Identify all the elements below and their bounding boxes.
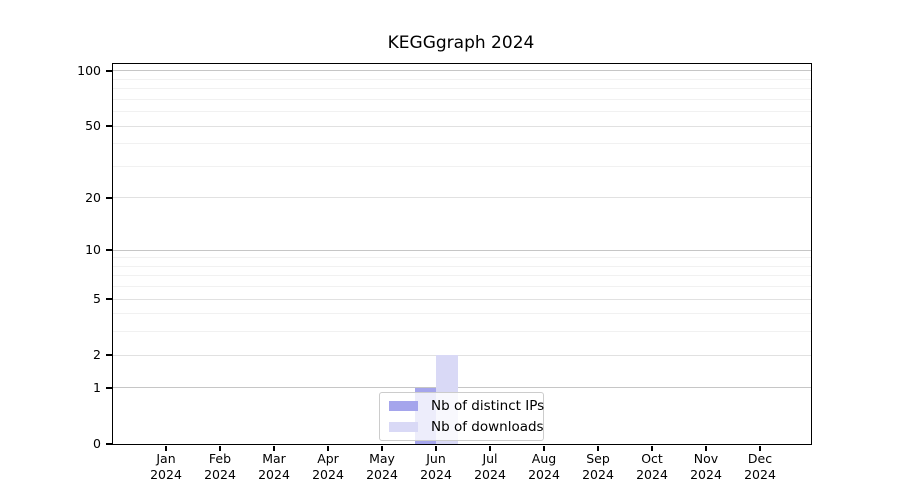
x-tick-label: Apr 2024: [312, 451, 344, 482]
y-tick-label: 2: [93, 347, 101, 363]
y-tick-label: 50: [85, 118, 101, 134]
x-tick-mark: [219, 445, 221, 451]
y-tick-label: 10: [85, 242, 101, 258]
x-tick-label: Aug 2024: [528, 451, 560, 482]
y-tick-label: 20: [85, 189, 101, 205]
gridline-minor: [113, 165, 811, 167]
x-tick-mark: [165, 445, 167, 451]
x-tick-mark: [327, 445, 329, 451]
legend-entry-downloads: Nb of downloads: [389, 419, 544, 436]
legend-swatch-distinct-ips: [389, 401, 418, 411]
x-tick-label: Jan 2024: [150, 451, 182, 482]
gridline-major: [113, 125, 811, 127]
y-tick-label: 0: [93, 436, 101, 451]
y-tick-label: 5: [93, 291, 101, 307]
y-tick-mark: [106, 70, 112, 72]
y-tick-mark: [106, 197, 112, 199]
gridline-major: [113, 70, 811, 72]
gridline-major: [113, 387, 811, 389]
x-tick-mark: [705, 445, 707, 451]
y-tick-mark: [106, 125, 112, 127]
x-tick-mark: [381, 445, 383, 451]
x-tick-label: Mar 2024: [258, 451, 290, 482]
gridline-minor: [113, 275, 811, 277]
gridline-major: [113, 298, 811, 300]
x-tick-label: Oct 2024: [636, 451, 668, 482]
y-tick-label: 100: [77, 63, 101, 78]
gridline-minor: [113, 143, 811, 145]
x-tick-mark: [759, 445, 761, 451]
x-tick-label: Nov 2024: [690, 451, 722, 482]
chart-title: KEGGgraph 2024: [387, 33, 535, 53]
y-tick-mark: [106, 443, 112, 445]
y-tick-mark: [106, 249, 112, 251]
x-tick-label: Feb 2024: [204, 451, 236, 482]
x-tick-mark: [489, 445, 491, 451]
gridline-minor: [113, 286, 811, 288]
x-tick-mark: [543, 445, 545, 451]
x-tick-label: Sep 2024: [582, 451, 614, 482]
plot-area: 0 1 2 5 10 20 50 100 Jan 2024 Feb 2024 Mar 2024 Apr 202…: [77, 63, 812, 482]
gridline-major: [113, 354, 811, 356]
gridline-minor: [113, 265, 811, 267]
legend-swatch-downloads: [389, 422, 418, 432]
x-tick-label: May 2024: [366, 451, 398, 482]
x-tick-mark: [273, 445, 275, 451]
x-tick-mark: [651, 445, 653, 451]
gridline-major: [113, 249, 811, 251]
x-tick-mark: [597, 445, 599, 451]
gridline-minor: [113, 111, 811, 113]
gridline-minor: [113, 98, 811, 100]
x-tick-mark: [435, 445, 437, 451]
y-tick-mark: [106, 387, 112, 389]
legend-label-downloads: Nb of downloads: [431, 418, 544, 435]
gridline-minor: [113, 313, 811, 315]
y-tick-label: 1: [93, 379, 101, 395]
gridline-major: [113, 197, 811, 199]
x-tick-label: Jun 2024: [420, 451, 452, 482]
x-tick-label: Dec 2024: [744, 451, 776, 482]
gridline-minor: [113, 331, 811, 333]
gridline-minor: [113, 88, 811, 90]
gridline-minor: [113, 78, 811, 80]
legend-entry-distinct-ips: Nb of distinct IPs: [389, 398, 544, 415]
gridline-minor: [113, 257, 811, 259]
x-tick-label: Jul 2024: [474, 451, 506, 482]
y-tick-mark: [106, 298, 112, 300]
legend-label-distinct-ips: Nb of distinct IPs: [431, 397, 545, 414]
y-tick-mark: [106, 354, 112, 356]
legend: Nb of distinct IPs Nb of downloads: [379, 392, 544, 441]
